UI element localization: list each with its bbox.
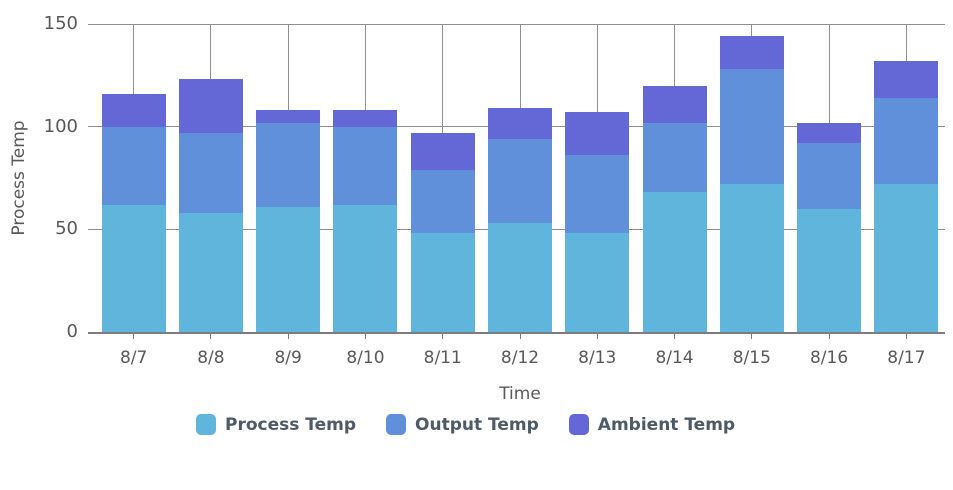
bar-segment-8/14-ambient-temp [642, 85, 707, 123]
bar-segment-8/11-ambient-temp [410, 132, 475, 170]
x-tick-8/13 [596, 332, 598, 339]
x-tick-8/7 [133, 332, 135, 339]
bar-segment-8/14-output-temp [642, 122, 707, 193]
x-tick-8/11 [442, 332, 444, 339]
bar-stack-8/10 [333, 110, 398, 332]
bar-segment-8/16-process-temp [797, 208, 862, 332]
bar-segment-8/9-ambient-temp [256, 110, 321, 123]
bar-segment-8/12-output-temp [488, 139, 552, 224]
bar-stack-8/14 [642, 85, 707, 332]
bar-stack-8/12 [488, 108, 552, 332]
x-tick-label-8/8: 8/8 [197, 348, 225, 368]
bar-stack-8/17 [874, 60, 939, 332]
x-tick-8/12 [519, 332, 521, 339]
y-tick-label-150: 150 [43, 13, 78, 34]
h-gridline-150 [88, 23, 945, 25]
x-tick-label-8/14: 8/14 [655, 348, 694, 368]
x-axis-line [88, 332, 945, 334]
legend-item-process-temp[interactable]: Process Temp [196, 414, 356, 435]
bar-segment-8/15-process-temp [719, 184, 784, 332]
bar-segment-8/10-output-temp [333, 126, 398, 205]
x-tick-label-8/12: 8/12 [500, 348, 540, 368]
y-tick-label-50: 50 [55, 218, 78, 240]
bar-segment-8/8-output-temp [178, 132, 243, 213]
bar-segment-8/9-process-temp [256, 206, 321, 332]
x-axis-title: Time [499, 384, 541, 404]
legend-swatch-icon [568, 414, 589, 435]
bar-segment-8/15-ambient-temp [719, 36, 784, 70]
bar-segment-8/13-process-temp [565, 233, 630, 332]
x-tick-label-8/7: 8/7 [119, 348, 148, 368]
bar-stack-8/15 [719, 36, 784, 332]
y-tick-label-100: 100 [43, 115, 78, 137]
bar-segment-8/12-ambient-temp [488, 108, 552, 140]
legend-label: Output Temp [415, 414, 539, 435]
legend-swatch-icon [196, 414, 216, 435]
bar-stack-8/8 [178, 79, 243, 332]
x-tick-8/17 [905, 332, 907, 339]
bar-stack-8/11 [410, 132, 475, 332]
bar-segment-8/11-output-temp [410, 169, 475, 234]
x-tick-label-8/11: 8/11 [423, 348, 462, 368]
bar-segment-8/17-process-temp [874, 184, 939, 332]
bar-segment-8/13-output-temp [565, 155, 630, 234]
bar-segment-8/11-process-temp [410, 233, 475, 332]
bar-segment-8/10-ambient-temp [333, 110, 398, 127]
plot-area [88, 23, 945, 339]
bar-segment-8/8-ambient-temp [178, 79, 243, 133]
x-tick-8/16 [828, 332, 830, 339]
bar-segment-8/10-process-temp [333, 204, 398, 332]
x-tick-8/8 [210, 332, 212, 339]
legend-swatch-icon [386, 414, 407, 435]
bar-stack-8/16 [797, 122, 862, 332]
x-tick-label-8/9: 8/9 [274, 348, 302, 368]
bar-segment-8/12-process-temp [488, 223, 552, 332]
legend-item-ambient-temp[interactable]: Ambient Temp [568, 414, 736, 435]
x-tick-8/9 [287, 332, 289, 339]
legend-label: Ambient Temp [597, 414, 736, 435]
bar-segment-8/7-output-temp [101, 126, 166, 205]
bar-segment-8/9-output-temp [256, 122, 321, 207]
bar-segment-8/13-ambient-temp [565, 112, 630, 156]
x-tick-label-8/13: 8/13 [578, 348, 617, 368]
x-tick-8/14 [674, 332, 676, 339]
legend-label: Process Temp [225, 414, 357, 435]
x-tick-8/15 [751, 332, 753, 339]
legend: Process Temp Output Temp Ambient Temp [196, 414, 735, 435]
x-tick-label-8/10: 8/10 [346, 348, 385, 368]
bar-segment-8/17-output-temp [874, 97, 939, 185]
bar-segment-8/16-ambient-temp [797, 122, 862, 144]
bar-stack-8/7 [101, 93, 166, 332]
bar-segment-8/17-ambient-temp [874, 60, 939, 98]
bar-segment-8/7-ambient-temp [101, 93, 166, 127]
bar-segment-8/16-output-temp [797, 143, 862, 209]
x-tick-8/10 [364, 332, 366, 339]
bar-segment-8/8-process-temp [178, 212, 243, 332]
bar-stack-8/9 [256, 110, 321, 332]
bar-segment-8/14-process-temp [642, 192, 707, 332]
legend-item-output-temp[interactable]: Output Temp [386, 414, 539, 435]
x-tick-label-8/16: 8/16 [809, 348, 849, 368]
bar-segment-8/15-output-temp [719, 69, 784, 185]
y-tick-label-0: 0 [66, 321, 78, 342]
bar-stack-8/13 [565, 112, 630, 332]
x-tick-label-8/17: 8/17 [887, 348, 926, 368]
bar-segment-8/7-process-temp [101, 204, 166, 332]
x-tick-label-8/15: 8/15 [732, 348, 771, 368]
